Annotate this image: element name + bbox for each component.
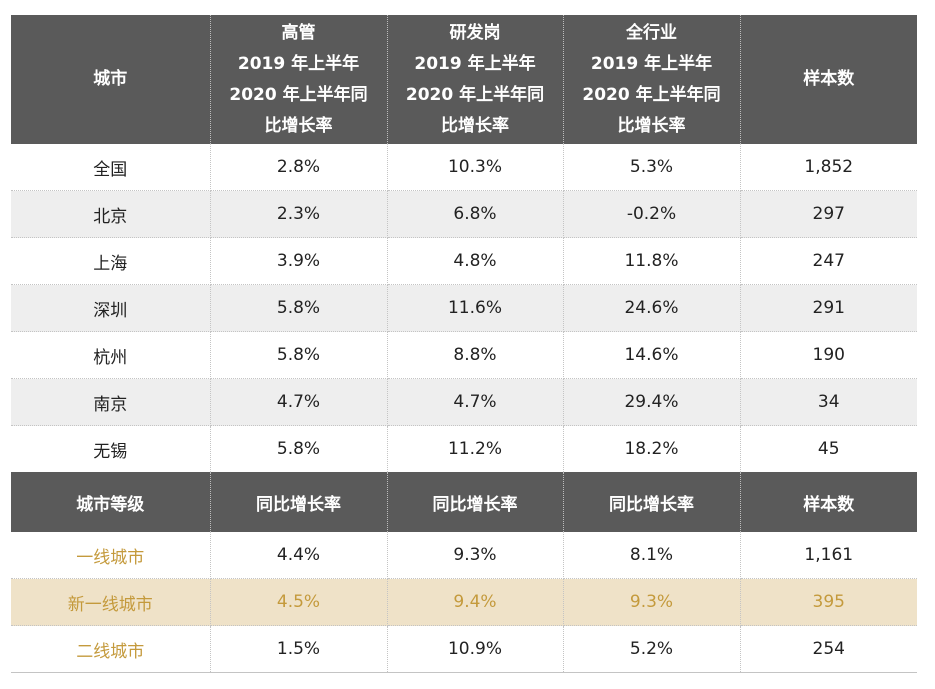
sample-count: 291 [740, 284, 917, 332]
header-city: 城市 [11, 15, 211, 144]
tier-name: 一线城市 [11, 532, 211, 579]
exec-growth: 4.4% [210, 532, 388, 579]
rd-growth: 6.8% [387, 190, 564, 238]
city-name: 杭州 [11, 331, 211, 379]
rd-growth: 10.9% [387, 625, 564, 673]
salary-growth-table-container: 城市 高管 2019 年上半年 2020 年上半年同 比增长率 研发岗 2019… [11, 15, 917, 673]
exec-growth: 5.8% [210, 331, 388, 379]
all-growth: -0.2% [563, 190, 741, 238]
table-row: 北京 2.3% 6.8% -0.2% 297 [11, 190, 917, 238]
city-name: 深圳 [11, 284, 211, 332]
tier-row: 一线城市 4.4% 9.3% 8.1% 1,161 [11, 532, 917, 579]
header-tier-rd: 同比增长率 [387, 472, 564, 532]
table-row: 全国 2.8% 10.3% 5.3% 1,852 [11, 144, 917, 191]
tier-row: 二线城市 1.5% 10.9% 5.2% 254 [11, 625, 917, 673]
header-tier-all: 同比增长率 [563, 472, 741, 532]
sample-count: 1,852 [740, 144, 917, 191]
table-row: 深圳 5.8% 11.6% 24.6% 291 [11, 284, 917, 332]
salary-growth-table: 城市 高管 2019 年上半年 2020 年上半年同 比增长率 研发岗 2019… [11, 15, 917, 673]
exec-growth: 5.8% [210, 284, 388, 332]
tier-header-row: 城市等级 同比增长率 同比增长率 同比增长率 样本数 [11, 472, 917, 532]
sample-count: 254 [740, 625, 917, 673]
exec-growth: 1.5% [210, 625, 388, 673]
table-row: 南京 4.7% 4.7% 29.4% 34 [11, 378, 917, 426]
rd-growth: 11.6% [387, 284, 564, 332]
all-growth: 5.3% [563, 144, 741, 191]
exec-growth: 4.5% [210, 578, 388, 626]
all-growth: 11.8% [563, 237, 741, 285]
header-tier: 城市等级 [11, 472, 211, 532]
tier-name: 新一线城市 [11, 578, 211, 626]
city-name: 上海 [11, 237, 211, 285]
sample-count: 1,161 [740, 532, 917, 579]
header-all-industry: 全行业 2019 年上半年 2020 年上半年同 比增长率 [563, 15, 741, 144]
rd-growth: 10.3% [387, 144, 564, 191]
all-growth: 24.6% [563, 284, 741, 332]
header-rd: 研发岗 2019 年上半年 2020 年上半年同 比增长率 [387, 15, 564, 144]
rd-growth: 4.7% [387, 378, 564, 426]
city-name: 南京 [11, 378, 211, 426]
all-growth: 18.2% [563, 425, 741, 472]
exec-growth: 3.9% [210, 237, 388, 285]
sample-count: 395 [740, 578, 917, 626]
table-header-row: 城市 高管 2019 年上半年 2020 年上半年同 比增长率 研发岗 2019… [11, 15, 917, 144]
exec-growth: 2.8% [210, 144, 388, 191]
all-growth: 9.3% [563, 578, 741, 626]
header-tier-exec: 同比增长率 [210, 472, 388, 532]
rd-growth: 11.2% [387, 425, 564, 472]
exec-growth: 5.8% [210, 425, 388, 472]
city-name: 无锡 [11, 425, 211, 472]
sample-count: 45 [817, 439, 840, 459]
sample-count: 190 [740, 331, 917, 379]
tier-row-highlighted: 新一线城市 4.5% 9.4% 9.3% 395 [11, 578, 917, 626]
city-name: 北京 [11, 190, 211, 238]
exec-growth: 4.7% [210, 378, 388, 426]
rd-growth: 4.8% [387, 237, 564, 285]
sample-count: 297 [740, 190, 917, 238]
tier-name: 二线城市 [11, 625, 211, 673]
table-row: 上海 3.9% 4.8% 11.8% 247 [11, 237, 917, 285]
sample-count: 247 [740, 237, 917, 285]
all-growth: 14.6% [563, 331, 741, 379]
rd-growth: 9.3% [387, 532, 564, 579]
header-sample: 样本数 [740, 15, 917, 144]
table-row: 杭州 5.8% 8.8% 14.6% 190 [11, 331, 917, 379]
all-growth: 29.4% [563, 378, 741, 426]
exec-growth: 2.3% [210, 190, 388, 238]
all-growth: 8.1% [563, 532, 741, 579]
all-growth: 5.2% [563, 625, 741, 673]
table-row: 无锡 5.8% 11.2% 18.2% 45 [11, 425, 917, 472]
header-tier-sample: 样本数 [740, 472, 917, 532]
city-name: 全国 [11, 144, 211, 191]
header-exec: 高管 2019 年上半年 2020 年上半年同 比增长率 [210, 15, 388, 144]
rd-growth: 9.4% [387, 578, 564, 626]
rd-growth: 8.8% [387, 331, 564, 379]
sample-count: 34 [740, 378, 917, 426]
